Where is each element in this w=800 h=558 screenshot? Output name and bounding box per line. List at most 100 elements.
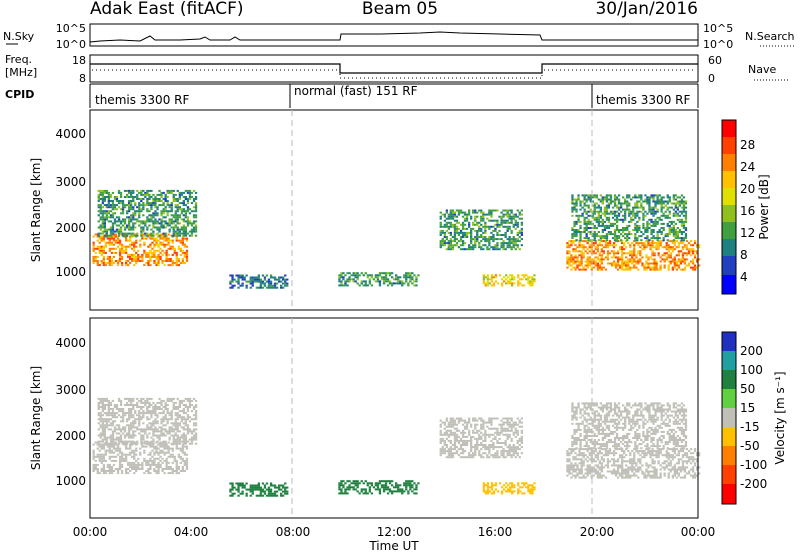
velocity-echo-cell — [128, 400, 130, 402]
power-echo-cell — [462, 212, 464, 214]
power-echo-cell — [680, 261, 682, 263]
velocity-echo-cell — [152, 430, 154, 432]
power-echo-cell — [480, 224, 482, 226]
power-echo-cell — [146, 190, 148, 192]
velocity-echo-cell — [505, 418, 507, 420]
power-echo-cell — [401, 284, 403, 286]
velocity-echo-cell — [182, 466, 184, 468]
power-echo-cell — [682, 256, 684, 258]
velocity-echo-cell — [123, 458, 125, 460]
power-echo-cell — [639, 258, 641, 260]
power-echo-cell — [521, 230, 523, 232]
velocity-echo-cell — [458, 448, 460, 450]
power-echo-cell — [186, 254, 188, 256]
velocity-echo-cell — [180, 462, 182, 464]
velocity-echo-cell — [106, 437, 108, 439]
power-echo-cell — [639, 250, 641, 252]
power-echo-cell — [367, 276, 369, 278]
power-echo-cell — [260, 281, 262, 283]
power-echo-cell — [129, 258, 131, 260]
velocity-echo-cell — [102, 433, 104, 435]
power-echo-cell — [490, 236, 492, 238]
power-echo-cell — [507, 242, 509, 244]
power-echo-cell — [593, 263, 595, 265]
velocity-echo-cell — [173, 430, 175, 432]
power-echo-cell — [107, 262, 109, 264]
power-echo-cell — [118, 202, 120, 204]
power-echo-cell — [519, 240, 521, 242]
power-echo-cell — [268, 281, 270, 283]
power-echo-cell — [513, 236, 515, 238]
velocity-echo-cell — [468, 430, 470, 432]
velocity-echo-cell — [166, 448, 168, 450]
velocity-echo-cell — [458, 418, 460, 420]
velocity-echo-cell — [452, 434, 454, 436]
power-echo-cell — [126, 233, 128, 235]
power-echo-cell — [152, 198, 154, 200]
power-echo-cell — [156, 222, 158, 224]
power-echo-cell — [108, 220, 110, 222]
power-echo-cell — [628, 203, 630, 205]
power-echo-cell — [138, 220, 140, 222]
power-echo-cell — [173, 231, 175, 233]
power-echo-cell — [442, 214, 444, 216]
power-echo-cell — [500, 222, 502, 224]
power-echo-cell — [515, 224, 517, 226]
power-echo-cell — [112, 227, 114, 229]
velocity-echo-cell — [111, 466, 113, 468]
velocity-echo-cell — [151, 464, 153, 466]
power-echo-cell — [675, 237, 677, 239]
velocity-echo-cell — [159, 452, 161, 454]
velocity-echo-cell — [109, 452, 111, 454]
velocity-echo-cell — [171, 426, 173, 428]
power-echo-cell — [130, 229, 132, 231]
velocity-echo-cell — [166, 468, 168, 470]
power-echo-cell — [681, 221, 683, 223]
velocity-echo-cell — [113, 446, 115, 448]
power-echo-cell — [521, 218, 523, 220]
power-echo-cell — [484, 230, 486, 232]
power-echo-cell — [157, 262, 159, 264]
velocity-echo-cell — [100, 402, 102, 404]
power-echo-cell — [694, 256, 696, 258]
power-echo-cell — [685, 221, 687, 223]
velocity-echo-cell — [130, 426, 132, 428]
power-echo-cell — [634, 227, 636, 229]
power-echo-cell — [125, 248, 127, 250]
velocity-echo-cell — [104, 420, 106, 422]
power-echo-cell — [488, 226, 490, 228]
power-echo-cell — [651, 254, 653, 256]
power-echo-cell — [256, 279, 258, 281]
power-echo-cell — [391, 272, 393, 274]
power-echo-cell — [156, 198, 158, 200]
power-echo-cell — [599, 254, 601, 256]
power-echo-cell — [585, 250, 587, 252]
velocity-echo-cell — [507, 424, 509, 426]
velocity-echo-cell — [409, 480, 411, 482]
power-echo-cell — [138, 202, 140, 204]
power-echo-cell — [276, 283, 278, 285]
power-echo-cell — [638, 229, 640, 231]
power-echo-cell — [272, 287, 274, 289]
velocity-echo-cell — [466, 424, 468, 426]
power-echo-cell — [142, 214, 144, 216]
velocity-echo-cell — [231, 483, 233, 485]
velocity-echo-cell — [172, 450, 174, 452]
power-echo-cell — [158, 194, 160, 196]
velocity-echo-cell — [171, 435, 173, 437]
power-echo-cell — [589, 265, 591, 267]
velocity-echo-cell — [134, 410, 136, 412]
velocity-echo-cell — [189, 430, 191, 432]
velocity-echo-cell — [407, 484, 409, 486]
power-echo-cell — [571, 215, 573, 217]
power-echo-cell — [576, 246, 578, 248]
velocity-echo-cell — [187, 408, 189, 410]
velocity-echo-cell — [142, 430, 144, 432]
power-echo-cell — [575, 201, 577, 203]
power-echo-cell — [690, 250, 692, 252]
power-echo-cell — [606, 219, 608, 221]
velocity-echo-cell — [454, 432, 456, 434]
velocity-echo-cell — [486, 426, 488, 428]
velocity-echo-cell — [348, 488, 350, 490]
power-echo-cell — [568, 263, 570, 265]
